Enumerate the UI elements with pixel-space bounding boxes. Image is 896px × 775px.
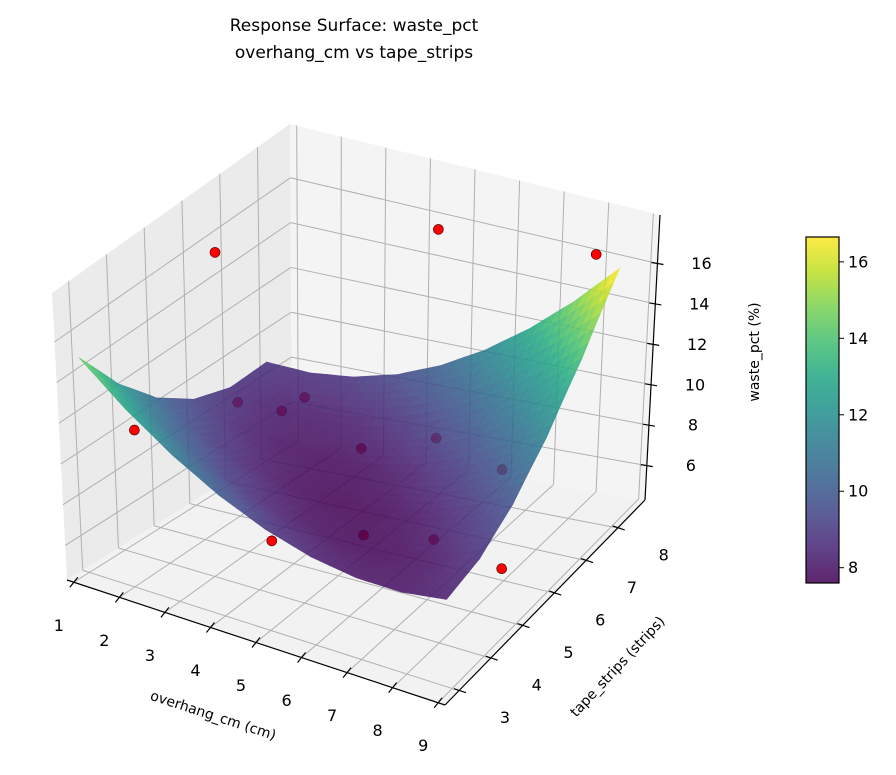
y-axis-label: tape_strips (strips) xyxy=(567,614,668,721)
floor-gridline-x xyxy=(437,498,639,704)
left-gridline-y xyxy=(105,254,119,549)
left-gridline-z xyxy=(58,267,292,424)
left-gridline-y xyxy=(68,281,84,571)
z-tick-mark xyxy=(647,342,660,346)
data-point xyxy=(590,249,602,260)
floor-gridline-y xyxy=(118,547,491,659)
y-tick-label: 4 xyxy=(532,676,542,695)
left-gridline-z xyxy=(54,177,291,343)
colorbar-tick-label: 8 xyxy=(848,558,858,577)
y-tick-label: 6 xyxy=(595,611,605,630)
z-tick-mark xyxy=(642,423,656,427)
colorbar-tick-label: 10 xyxy=(848,482,868,501)
y-tick-mark xyxy=(549,590,562,596)
z-tick-label: 14 xyxy=(689,294,709,313)
colorbar-gradient xyxy=(806,237,839,583)
z-axis-label: waste_pct (%) xyxy=(747,302,763,401)
z-tick-mark xyxy=(644,383,658,387)
x-tick-label: 9 xyxy=(418,736,428,755)
z-tick-label: 12 xyxy=(687,335,707,354)
z-axis-line xyxy=(644,214,661,501)
response-surface xyxy=(78,267,621,600)
chart-title-line-1: Response Surface: waste_pct xyxy=(230,16,479,36)
floor-gridline-x xyxy=(392,491,597,689)
visible-points xyxy=(129,224,602,575)
x-tick-mark xyxy=(388,682,398,694)
data-point xyxy=(433,224,444,235)
x-tick-label: 1 xyxy=(54,616,64,635)
y-tick-label: 8 xyxy=(659,545,669,564)
floor-gridline-y xyxy=(82,569,460,692)
back-gridline-x xyxy=(638,213,654,499)
data-point xyxy=(129,424,140,436)
x-tick-mark xyxy=(251,637,261,648)
x-tick-mark xyxy=(205,622,215,633)
z-tick-label: 16 xyxy=(691,254,711,273)
y-tick-mark xyxy=(453,688,467,694)
back-gridline-x xyxy=(595,202,610,492)
x-tick-label: 6 xyxy=(281,691,291,710)
x-tick-label: 8 xyxy=(373,721,383,740)
x-tick-label: 2 xyxy=(99,631,109,650)
x-tick-label: 7 xyxy=(327,706,337,725)
data-point xyxy=(496,563,508,575)
z-tick-label: 8 xyxy=(688,416,698,435)
back-gridline-z xyxy=(291,311,652,386)
axes xyxy=(66,214,664,709)
surface-face xyxy=(437,591,453,600)
colorbar-tick-label: 16 xyxy=(848,252,868,271)
data-point xyxy=(209,247,221,258)
z-tick-label: 6 xyxy=(686,456,696,475)
x-tick-mark xyxy=(297,652,307,663)
left-gridline-z xyxy=(60,311,292,465)
x-tick-label: 4 xyxy=(190,661,200,680)
x-tick-mark xyxy=(69,576,79,588)
colorbar-tick-label: 14 xyxy=(848,329,868,348)
x-axis-label: overhang_cm (cm) xyxy=(148,688,278,744)
y-axis-line xyxy=(444,499,646,706)
data-point xyxy=(266,535,278,547)
x-tick-mark xyxy=(114,591,124,603)
y-tick-mark xyxy=(517,623,530,629)
colorbar-frame xyxy=(805,236,840,584)
x-tick-label: 5 xyxy=(236,676,246,695)
y-tick-mark xyxy=(612,525,625,531)
x-tick-label: 3 xyxy=(145,646,155,665)
z-tick-mark xyxy=(640,464,653,468)
chart-title-line-2: overhang_cm vs tape_strips xyxy=(235,43,473,63)
floor-gridline-y xyxy=(154,525,523,627)
y-tick-label: 5 xyxy=(563,643,573,662)
z-tick-label: 10 xyxy=(685,375,705,394)
colorbar-tick-label: 12 xyxy=(848,405,868,424)
left-gridline-z xyxy=(56,222,291,383)
left-gridline-y xyxy=(143,227,155,526)
x-tick-mark xyxy=(433,697,443,709)
y-tick-label: 3 xyxy=(500,708,510,727)
y-tick-mark xyxy=(485,655,498,661)
x-tick-mark xyxy=(342,667,352,678)
y-tick-label: 7 xyxy=(627,578,637,597)
y-tick-mark xyxy=(580,557,594,564)
colorbar: 8 10 12 14 16 xyxy=(805,236,868,584)
z-tick-mark xyxy=(649,302,662,306)
z-tick-mark xyxy=(651,261,664,266)
x-tick-mark xyxy=(160,607,170,618)
